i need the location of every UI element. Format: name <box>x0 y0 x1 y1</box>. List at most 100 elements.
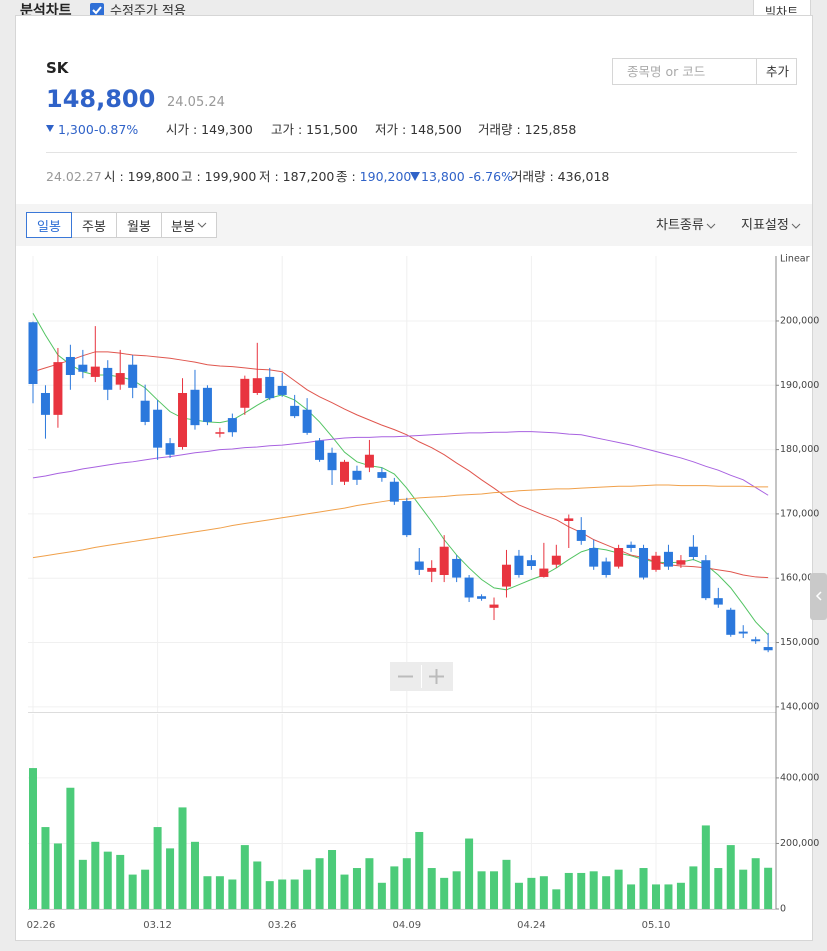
volume-bar <box>240 845 249 909</box>
candle-body <box>340 461 349 482</box>
candle-body <box>464 577 474 598</box>
candle-body <box>103 367 113 390</box>
side-handle[interactable] <box>810 573 827 620</box>
candle-body <box>663 551 673 567</box>
tab[interactable]: 월봉 <box>116 212 162 238</box>
candle-body <box>414 561 424 570</box>
volume-bar <box>352 868 361 909</box>
volume-bar <box>477 871 486 909</box>
candle-body <box>178 392 188 448</box>
chevron <box>197 222 207 228</box>
y-tick-label: 150,000 <box>780 637 819 648</box>
tab-label[interactable]: 분봉 <box>171 219 195 235</box>
candle-body <box>352 470 362 480</box>
volume-bar <box>739 869 748 909</box>
volume-bar <box>215 876 224 909</box>
volume-bar <box>377 882 386 909</box>
x-tick-label: 04.09 <box>392 920 421 931</box>
handle-chevron <box>815 591 822 601</box>
candle-body <box>90 366 100 377</box>
candle-body <box>28 322 38 384</box>
candle-body <box>389 481 399 502</box>
volume-bar <box>265 881 274 909</box>
add-label[interactable]: 추가 <box>766 64 790 79</box>
candle-body <box>78 364 88 372</box>
candle-body <box>377 472 387 478</box>
menu-label[interactable]: 차트종류 <box>656 218 704 233</box>
candle-body <box>277 385 287 395</box>
x-tick-label: 05.10 <box>642 920 671 931</box>
volume-bar <box>714 868 723 909</box>
candle-body <box>202 387 212 422</box>
field-label: 종 : <box>336 169 356 184</box>
panel <box>15 15 813 941</box>
candle-body <box>427 567 437 572</box>
volume-bar <box>652 884 660 909</box>
volume-bar <box>166 848 175 909</box>
volume-bar <box>53 843 62 909</box>
volume-bar <box>639 868 648 909</box>
tab[interactable]: 주봉 <box>71 212 117 238</box>
volume-bar <box>178 807 187 909</box>
separator <box>46 152 797 153</box>
candle-body <box>701 560 711 599</box>
candle-body <box>576 529 586 541</box>
candle-body <box>489 604 499 608</box>
menu[interactable]: 차트종류 <box>656 219 716 232</box>
field-label: 저 : <box>259 169 279 184</box>
candle-body <box>153 409 163 448</box>
field-label: 저가 : <box>375 122 407 137</box>
field-label: 거래량 : <box>511 169 554 184</box>
y-tick-label: 170,000 <box>780 508 819 519</box>
candle-body <box>53 362 63 415</box>
zoom-control[interactable] <box>390 662 453 691</box>
volume-bar <box>664 884 673 909</box>
volume-bar <box>203 876 212 909</box>
candle-body <box>564 518 574 521</box>
add-button[interactable]: 추가 <box>756 58 797 85</box>
volume-bar <box>315 858 324 909</box>
volume-bar <box>91 841 100 909</box>
volume-bar <box>103 851 112 909</box>
candle-body <box>676 560 686 565</box>
candle-body <box>551 555 561 565</box>
candle-body <box>726 609 736 635</box>
volume-bar <box>328 850 337 909</box>
field-value: 436,018 <box>557 169 610 184</box>
volume-bar <box>452 871 461 909</box>
candle-body <box>626 544 636 548</box>
volume-bar <box>676 882 685 909</box>
ma-line <box>32 312 769 636</box>
field-label: 거래량 : <box>478 122 521 137</box>
x-tick-label: 03.12 <box>143 920 172 931</box>
volume-bar <box>278 879 287 909</box>
volume-bar <box>78 859 87 909</box>
checkbox[interactable] <box>90 3 104 17</box>
candle-body <box>477 596 487 599</box>
volume-bar <box>141 869 150 909</box>
tab[interactable]: 일봉 <box>26 212 72 238</box>
volume-bar <box>701 825 710 909</box>
ma-line <box>32 431 769 496</box>
checkbox-label[interactable]: 수정주가 적용 <box>110 4 186 19</box>
menu-label[interactable]: 지표설정 <box>741 218 789 233</box>
candle-body <box>501 564 511 587</box>
candle-body <box>302 409 312 433</box>
tab[interactable]: 분봉 <box>161 212 217 238</box>
candle-body <box>439 546 449 576</box>
volume-bar <box>602 876 611 909</box>
y-tick-label: 190,000 <box>780 380 819 391</box>
candle-body <box>589 547 599 567</box>
change-pct: -0.87% <box>94 122 139 137</box>
menu[interactable]: 지표설정 <box>741 219 801 232</box>
candle-body <box>215 432 225 434</box>
x-tick-label: 02.26 <box>27 920 56 931</box>
candle-body <box>614 547 624 567</box>
volume-bar <box>502 859 511 909</box>
candle-body <box>115 373 125 385</box>
x-tick-label: 04.24 <box>517 920 546 931</box>
candle-body <box>738 631 748 634</box>
volume-bar <box>128 874 137 909</box>
y-tick-label: 200,000 <box>780 838 819 849</box>
